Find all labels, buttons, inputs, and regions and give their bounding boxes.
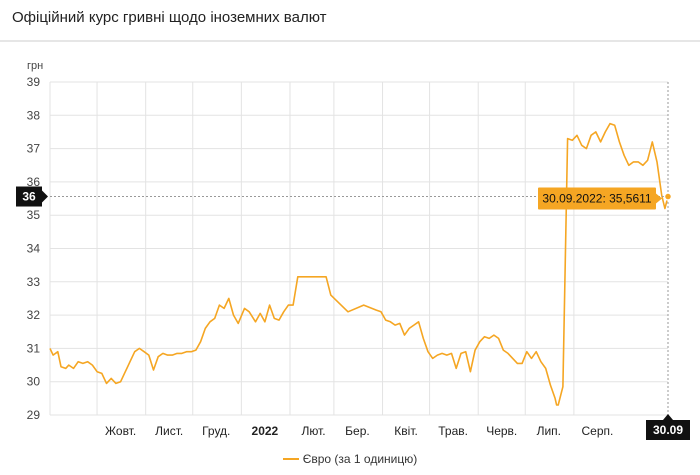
- tooltip-box: [538, 187, 656, 210]
- y-tick-label: 30: [27, 375, 41, 389]
- x-tick-label: Черв.: [486, 424, 517, 438]
- y-crosshair-pointer: [42, 190, 48, 203]
- y-tick-label: 31: [27, 341, 41, 355]
- legend-swatch: [282, 457, 299, 460]
- annotation: 30.09.2022: 35,5611 36 30.09: [16, 82, 690, 440]
- series-line-euro[interactable]: [49, 122, 669, 406]
- y-tick-label: 35: [27, 208, 41, 222]
- grid: [49, 81, 668, 416]
- x-tick-label: Лют.: [301, 424, 325, 438]
- y-tick-label: 29: [27, 408, 41, 422]
- y-tick-label: 39: [27, 75, 41, 89]
- page-title: Офіційний курс гривні щодо іноземних вал…: [12, 9, 327, 26]
- euro-rate-chart[interactable]: 29 30 31 32 33 34 35 36 37 38 39 грн Жовт. Лист. Груд…: [0, 0, 700, 450]
- y-tick-label: 33: [27, 275, 41, 289]
- x-crosshair-pointer: [663, 414, 673, 420]
- x-tick-label: Квіт.: [394, 424, 418, 438]
- tooltip-pointer: [656, 193, 662, 204]
- x-crosshair-marker: [646, 420, 690, 440]
- header-divider: [0, 40, 700, 42]
- y-crosshair-marker: [16, 186, 42, 207]
- y-crosshair-label: 36: [22, 190, 36, 204]
- x-tick-label: Лип.: [537, 424, 561, 438]
- legend[interactable]: Євро (за 1 одиницю): [0, 452, 700, 466]
- y-tick-label: 38: [27, 108, 41, 122]
- x-tick-label: Жовт.: [105, 424, 136, 438]
- tooltip-text: 30.09.2022: 35,5611: [542, 192, 652, 206]
- y-tick-label: 34: [27, 242, 41, 256]
- y-tick-label: 37: [27, 142, 41, 156]
- y-tick-label: 36: [27, 175, 41, 189]
- x-tick-label: Серп.: [581, 424, 613, 438]
- y-tick-label: 32: [27, 308, 41, 322]
- y-axis-label: грн: [27, 60, 43, 72]
- x-tick-label: 2022: [252, 424, 279, 438]
- hover-point: [663, 192, 673, 201]
- x-tick-label: Груд.: [202, 424, 230, 438]
- x-crosshair-label: 30.09: [653, 423, 683, 437]
- x-tick-label: Лист.: [155, 424, 183, 438]
- x-axis: Жовт. Лист. Груд. 2022 Лют. Бер. Квіт. Трав. Чер…: [105, 424, 613, 438]
- y-axis: 29 30 31 32 33 34 35 36 37 38 39 грн: [27, 60, 44, 422]
- series: [49, 122, 669, 406]
- legend-label: Євро (за 1 одиницю): [302, 452, 418, 466]
- x-tick-label: Бер.: [345, 424, 370, 438]
- x-tick-label: Трав.: [438, 424, 468, 438]
